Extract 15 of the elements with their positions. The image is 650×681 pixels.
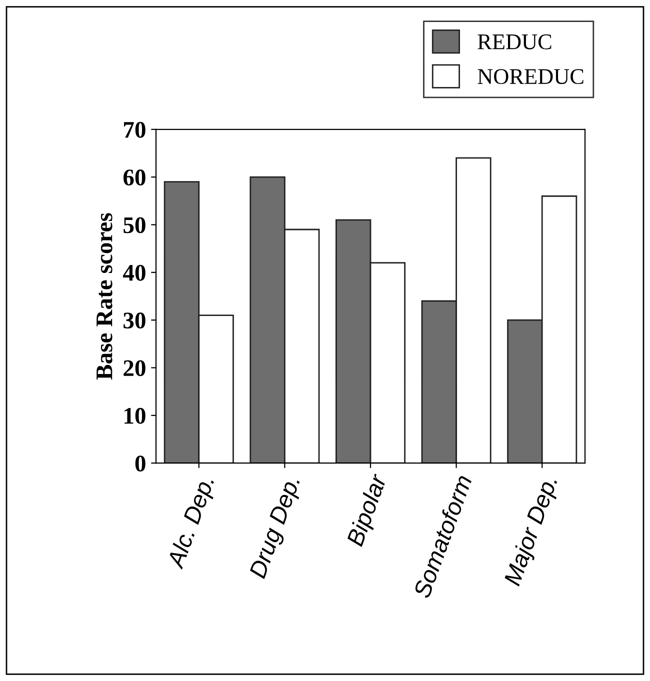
y-tick-label: 10 bbox=[124, 408, 146, 424]
x-tick-label: Major Dep. bbox=[502, 476, 562, 588]
y-tick-label: 70 bbox=[124, 122, 146, 138]
y-tick-label: 50 bbox=[124, 217, 146, 234]
y-tick-label: 0 bbox=[135, 456, 146, 472]
legend-label: NOREDUC bbox=[478, 69, 584, 84]
y-tick-label: 20 bbox=[124, 360, 146, 376]
legend-label: REDUC bbox=[478, 34, 552, 50]
y-tick-label: 40 bbox=[122, 264, 146, 281]
y-tick-label: 30 bbox=[124, 312, 146, 328]
x-tick-label: Drug Dep. bbox=[248, 476, 304, 581]
x-tick-label: Alc. Dep. bbox=[166, 476, 219, 572]
y-axis-title: Base Rate scores bbox=[96, 213, 112, 380]
x-tick-label: Bipolar bbox=[346, 472, 392, 549]
y-tick-label: 60 bbox=[123, 170, 146, 186]
